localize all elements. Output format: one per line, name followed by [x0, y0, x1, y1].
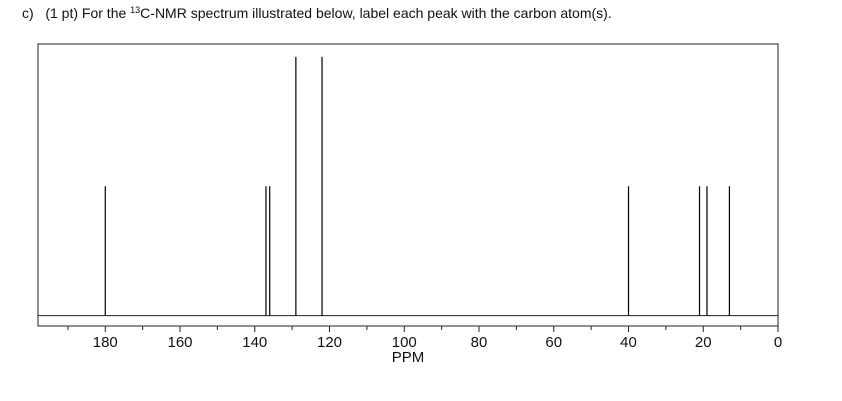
question-text: C-NMR spectrum illustrated below, label … [140, 5, 612, 21]
x-tick-label: 140 [242, 334, 267, 351]
x-tick-label: 80 [471, 334, 488, 351]
superscript: 13 [130, 5, 141, 15]
x-tick-label: 0 [774, 334, 782, 351]
plot-frame [37, 43, 779, 327]
x-axis-label: PPM [392, 349, 425, 366]
x-tick-label: 100 [392, 334, 417, 351]
x-tick-label: 180 [93, 334, 118, 351]
question-text: (1 pt) For the [45, 5, 131, 21]
x-tick-label: 20 [695, 334, 712, 351]
x-tick-label: 40 [620, 334, 637, 351]
question-label: c) [22, 5, 34, 21]
x-tick-label: 60 [545, 334, 562, 351]
x-tick-label: 120 [317, 334, 342, 351]
question: c) (1 pt) For the 13C-NMR spectrum illus… [22, 5, 612, 21]
x-tick-label: 160 [168, 334, 193, 351]
